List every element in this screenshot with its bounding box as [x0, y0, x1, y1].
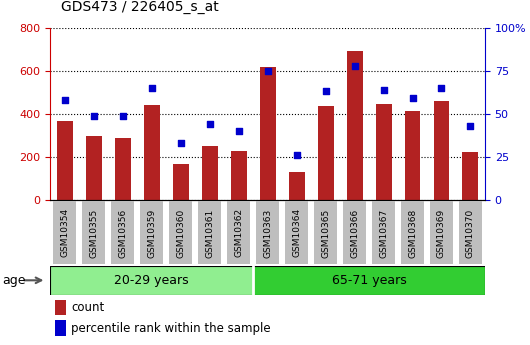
Bar	[404, 111, 420, 200]
Text: GSM10355: GSM10355	[90, 208, 98, 257]
FancyBboxPatch shape	[430, 201, 453, 264]
FancyBboxPatch shape	[256, 201, 279, 264]
FancyBboxPatch shape	[459, 201, 482, 264]
Text: GSM10368: GSM10368	[408, 208, 417, 257]
Bar	[260, 68, 276, 200]
Point	[234, 128, 243, 134]
Point	[408, 96, 417, 101]
Bar	[144, 105, 160, 200]
Text: age: age	[3, 274, 26, 287]
Bar	[463, 151, 479, 200]
Point	[263, 68, 272, 73]
Point	[176, 140, 185, 146]
Point	[90, 113, 98, 118]
Bar	[253, 266, 485, 295]
Point	[206, 121, 214, 127]
Text: GSM10356: GSM10356	[118, 208, 127, 257]
Text: GSM10366: GSM10366	[350, 208, 359, 257]
Point	[147, 85, 156, 91]
Point	[119, 113, 127, 118]
Text: 65-71 years: 65-71 years	[332, 274, 407, 287]
FancyBboxPatch shape	[401, 201, 424, 264]
Text: GSM10364: GSM10364	[292, 208, 301, 257]
FancyBboxPatch shape	[169, 201, 192, 264]
FancyBboxPatch shape	[111, 201, 135, 264]
Point	[350, 63, 359, 68]
Text: count: count	[71, 301, 104, 314]
Point	[379, 87, 388, 92]
Text: GSM10360: GSM10360	[176, 208, 185, 257]
FancyBboxPatch shape	[285, 201, 308, 264]
Bar	[115, 138, 131, 200]
Bar	[202, 146, 218, 200]
FancyBboxPatch shape	[53, 201, 76, 264]
Point	[293, 152, 301, 158]
Text: GSM10361: GSM10361	[205, 208, 214, 257]
Point	[60, 97, 69, 103]
FancyBboxPatch shape	[198, 201, 222, 264]
FancyBboxPatch shape	[140, 201, 163, 264]
Text: percentile rank within the sample: percentile rank within the sample	[71, 322, 271, 335]
Bar	[231, 151, 246, 200]
Text: GSM10370: GSM10370	[466, 208, 475, 257]
FancyBboxPatch shape	[227, 201, 250, 264]
Bar	[55, 320, 66, 336]
Bar	[173, 164, 189, 200]
Bar	[376, 104, 392, 200]
Bar	[50, 266, 253, 295]
Point	[466, 123, 475, 129]
Text: GSM10362: GSM10362	[234, 208, 243, 257]
Bar	[86, 137, 102, 200]
Bar	[347, 51, 363, 200]
FancyBboxPatch shape	[314, 201, 337, 264]
Bar	[289, 172, 305, 200]
Text: GSM10369: GSM10369	[437, 208, 446, 257]
Text: GSM10367: GSM10367	[379, 208, 388, 257]
FancyBboxPatch shape	[82, 201, 105, 264]
Text: GDS473 / 226405_s_at: GDS473 / 226405_s_at	[61, 0, 219, 14]
Text: GSM10359: GSM10359	[147, 208, 156, 257]
FancyBboxPatch shape	[372, 201, 395, 264]
Text: 20-29 years: 20-29 years	[114, 274, 189, 287]
Bar	[317, 106, 333, 200]
Bar	[434, 101, 449, 200]
Bar	[57, 121, 73, 200]
Text: GSM10365: GSM10365	[321, 208, 330, 257]
FancyBboxPatch shape	[343, 201, 366, 264]
Text: GSM10354: GSM10354	[60, 208, 69, 257]
Point	[437, 85, 446, 91]
Bar	[55, 299, 66, 315]
Point	[321, 89, 330, 94]
Text: GSM10363: GSM10363	[263, 208, 272, 257]
